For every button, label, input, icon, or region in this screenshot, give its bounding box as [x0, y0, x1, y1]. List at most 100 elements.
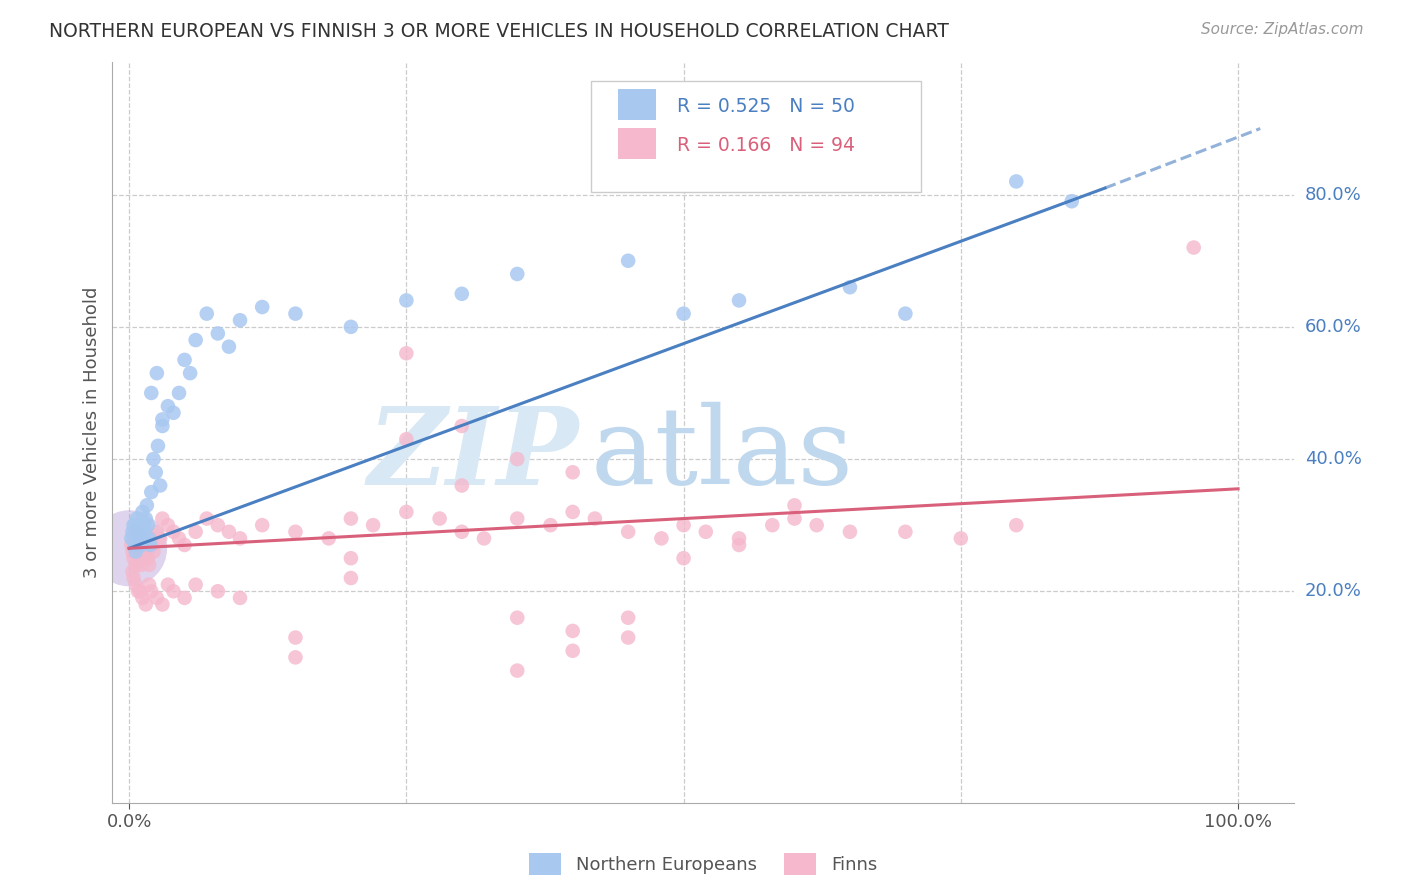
Point	[340, 551, 363, 566]
Point	[125, 524, 148, 539]
Point	[184, 524, 207, 539]
Point	[162, 524, 184, 539]
Point	[250, 518, 273, 533]
Point	[207, 518, 229, 533]
Point	[131, 505, 153, 519]
Point	[450, 524, 472, 539]
Point	[138, 577, 160, 591]
Point	[141, 386, 163, 401]
Point	[136, 518, 159, 533]
Point	[125, 577, 148, 591]
Point	[167, 386, 190, 401]
Point	[472, 532, 495, 546]
Point	[142, 452, 165, 467]
Point	[124, 532, 146, 546]
Point	[650, 532, 672, 546]
Point	[135, 511, 157, 525]
Point	[128, 544, 150, 558]
Point	[125, 544, 148, 558]
Point	[127, 584, 149, 599]
Text: R = 0.166   N = 94: R = 0.166 N = 94	[678, 136, 855, 155]
Point	[506, 452, 529, 467]
Point	[284, 307, 307, 321]
Point	[156, 518, 179, 533]
Point	[139, 538, 162, 552]
Point	[122, 518, 145, 533]
Point	[672, 518, 695, 533]
Point	[728, 538, 751, 552]
Point	[318, 532, 340, 546]
Point	[138, 558, 160, 572]
Point	[127, 538, 149, 552]
Point	[139, 532, 162, 546]
Point	[120, 538, 142, 552]
Point	[125, 511, 148, 525]
Point	[132, 544, 155, 558]
Point	[1182, 240, 1205, 255]
Text: Source: ZipAtlas.com: Source: ZipAtlas.com	[1201, 22, 1364, 37]
Point	[195, 511, 218, 525]
Point	[450, 419, 472, 434]
Point	[783, 511, 806, 525]
Point	[218, 340, 240, 354]
Text: R = 0.525   N = 50: R = 0.525 N = 50	[678, 97, 855, 116]
Point	[761, 518, 783, 533]
Text: 60.0%: 60.0%	[1305, 318, 1361, 336]
Point	[695, 524, 717, 539]
Point	[131, 532, 153, 546]
Point	[146, 366, 169, 380]
Point	[561, 644, 583, 658]
Point	[207, 584, 229, 599]
Point	[839, 524, 862, 539]
Point	[135, 544, 157, 558]
Point	[184, 577, 207, 591]
Point	[672, 307, 695, 321]
Point	[450, 478, 472, 492]
Point	[156, 399, 179, 413]
Point	[122, 551, 145, 566]
Point	[617, 524, 640, 539]
Point	[229, 313, 252, 327]
Point	[207, 326, 229, 341]
Point	[146, 439, 169, 453]
Point	[395, 505, 418, 519]
Point	[121, 544, 143, 558]
Point	[284, 631, 307, 645]
Point	[617, 253, 640, 268]
Point	[506, 511, 529, 525]
Point	[128, 524, 150, 539]
Point	[250, 300, 273, 314]
Point	[506, 611, 529, 625]
Point	[142, 544, 165, 558]
Point	[284, 650, 307, 665]
Legend: Northern Europeans, Finns: Northern Europeans, Finns	[522, 847, 884, 882]
Point	[395, 432, 418, 446]
Point	[894, 524, 917, 539]
Text: atlas: atlas	[591, 402, 853, 508]
Point	[179, 366, 201, 380]
Point	[617, 611, 640, 625]
Point	[134, 551, 156, 566]
Text: NORTHERN EUROPEAN VS FINNISH 3 OR MORE VEHICLES IN HOUSEHOLD CORRELATION CHART: NORTHERN EUROPEAN VS FINNISH 3 OR MORE V…	[49, 22, 949, 41]
Point	[131, 538, 153, 552]
Bar	[619, 128, 655, 159]
Point	[583, 511, 606, 525]
Point	[284, 524, 307, 539]
Point	[129, 551, 152, 566]
Point	[783, 499, 806, 513]
Point	[395, 293, 418, 308]
Point	[561, 465, 583, 479]
Point	[361, 518, 384, 533]
Point	[162, 584, 184, 599]
Point	[150, 511, 173, 525]
Point	[806, 518, 828, 533]
Point	[136, 551, 159, 566]
Point	[149, 478, 172, 492]
Text: 80.0%: 80.0%	[1305, 186, 1361, 203]
Point	[118, 541, 141, 556]
Point	[129, 584, 152, 599]
Point	[141, 538, 163, 552]
Point	[127, 518, 149, 533]
Point	[135, 499, 157, 513]
Point	[1005, 518, 1028, 533]
